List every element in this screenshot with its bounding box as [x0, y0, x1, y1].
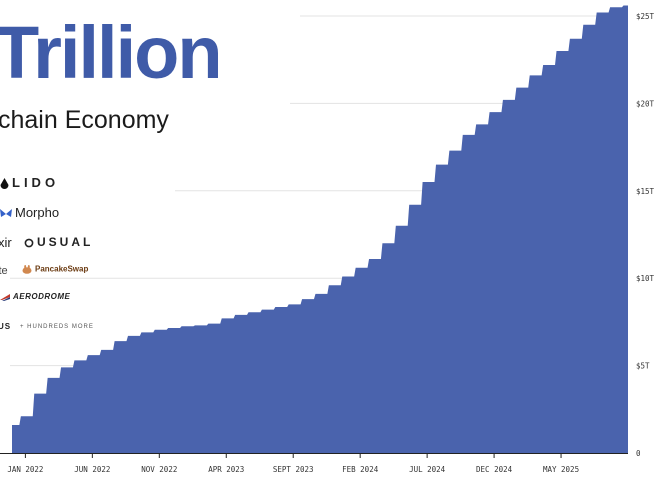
hundreds-more-note: + HUNDREDS MORE: [20, 324, 94, 330]
y-tick-label: 0: [636, 449, 641, 458]
aerodrome-logo: AERODROME: [0, 293, 70, 301]
x-tick-label: FEB 2024: [342, 465, 379, 474]
pancakeswap-logo: PancakeSwap: [22, 265, 88, 274]
usual-ring-icon: [24, 238, 34, 248]
morpho-logo: Morpho: [0, 206, 59, 219]
x-tick-label: JUL 2024: [409, 465, 446, 474]
y-tick-label: $5T: [636, 362, 650, 371]
y-tick-label: $25T: [636, 12, 655, 21]
x-tick-label: APR 2023: [208, 465, 244, 474]
lido-logo: LIDO: [0, 176, 59, 190]
ite-logo-fragment: ite: [0, 265, 8, 277]
lido-drop-icon: [0, 177, 9, 190]
pancakeswap-label: PancakeSwap: [35, 264, 89, 274]
x-tick-label: JUN 2022: [74, 465, 110, 474]
x-tick-label: SEPT 2023: [273, 465, 314, 474]
x-axis: JAN 2022 JUN 2022 NOV 2022 APR 2023 SEPT 202…: [0, 453, 628, 474]
aerodrome-label: AERODROME: [13, 292, 71, 302]
usual-label: USUAL: [37, 235, 94, 249]
axir-logo-fragment: xir: [0, 235, 12, 250]
x-tick-label: DEC 2024: [476, 465, 513, 474]
x-tick-label: MAY 2025: [543, 465, 579, 474]
aerodrome-icon: [0, 293, 10, 301]
y-tick-label: $10T: [636, 274, 655, 283]
headline-subtitle: chain Economy: [0, 106, 169, 134]
headline-title: Trillion: [0, 11, 223, 94]
usual-logo: USUAL: [24, 236, 93, 248]
morpho-butterfly-icon: [0, 208, 12, 219]
pancakeswap-bunny-icon: [22, 265, 32, 274]
y-tick-label: $20T: [636, 99, 655, 108]
x-tick-label: JAN 2022: [7, 465, 43, 474]
x-tick-label: NOV 2022: [141, 465, 177, 474]
y-axis: 0 $5T $10T $15T $20T $25T: [636, 12, 655, 458]
us-logo-fragment: US: [0, 322, 12, 331]
area-series: [12, 5, 628, 454]
morpho-label: Morpho: [15, 205, 60, 220]
lido-label: LIDO: [12, 175, 60, 190]
y-tick-label: $15T: [636, 187, 655, 196]
